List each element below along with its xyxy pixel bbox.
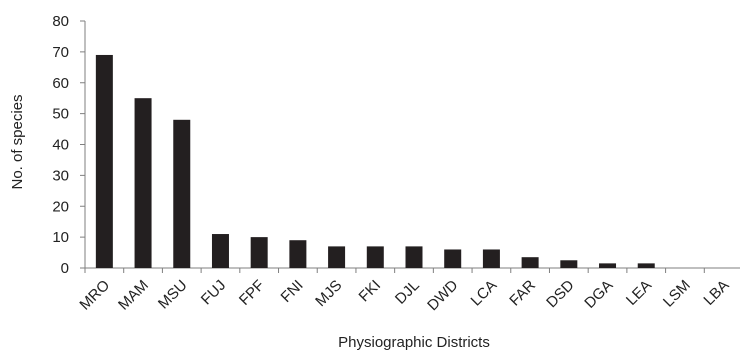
x-tick-label: MRO xyxy=(76,277,113,314)
bar-fni xyxy=(289,240,307,268)
bars xyxy=(95,54,655,269)
y-tick-label: 80 xyxy=(52,13,69,30)
x-axis: MRO MAM MSU FUJ FPF FNI MJS FKI DJL DWD LCA FAR DSD D… xyxy=(76,267,740,314)
bar-fki xyxy=(366,246,384,268)
x-tick-label: LCA xyxy=(468,277,501,310)
y-axis: 0 10 20 30 40 50 60 70 80 xyxy=(52,13,86,277)
y-tick-label: 50 xyxy=(52,106,69,123)
y-axis-title: No. of species xyxy=(9,94,26,189)
bar-mjs xyxy=(328,246,346,268)
x-tick-label: MSU xyxy=(155,277,191,313)
bar-djl xyxy=(405,246,423,268)
bar-dsd xyxy=(560,260,578,268)
x-tick-label: DSD xyxy=(543,277,578,312)
x-tick-label: LEA xyxy=(623,277,655,309)
x-tick-label: MJS xyxy=(312,277,345,310)
bar-dwd xyxy=(444,249,462,268)
bar-lea xyxy=(637,263,655,268)
x-axis-title: Physiographic Districts xyxy=(338,334,490,351)
y-tick-label: 60 xyxy=(52,75,69,92)
x-tick-label: DJL xyxy=(392,277,423,308)
x-tick-label: MAM xyxy=(115,277,152,314)
bar-fpf xyxy=(250,237,268,268)
x-tick-label: LSM xyxy=(660,277,694,311)
x-tick-label: DWD xyxy=(424,277,461,314)
bar-msu xyxy=(173,119,191,268)
x-tick-label: DGA xyxy=(581,277,616,312)
y-tick-label: 40 xyxy=(52,137,69,154)
y-tick-label: 20 xyxy=(52,198,69,215)
bar-dga xyxy=(599,263,617,268)
x-tick-label: FPF xyxy=(236,277,268,309)
x-tick-label: LBA xyxy=(700,277,732,309)
bar-far xyxy=(521,257,539,268)
y-tick-label: 10 xyxy=(52,229,69,246)
x-tick-label: FNI xyxy=(278,277,307,306)
bar-mro xyxy=(95,54,113,269)
y-tick-label: 30 xyxy=(52,167,69,184)
bar-mam xyxy=(134,98,152,268)
x-tick-label: FAR xyxy=(506,277,539,310)
y-tick-label: 70 xyxy=(52,44,69,61)
bar-fuj xyxy=(211,234,229,268)
x-tick-label: FKI xyxy=(356,277,385,306)
bar-lca xyxy=(482,249,500,268)
y-tick-label: 0 xyxy=(61,260,69,277)
x-tick-label: FUJ xyxy=(198,277,229,308)
